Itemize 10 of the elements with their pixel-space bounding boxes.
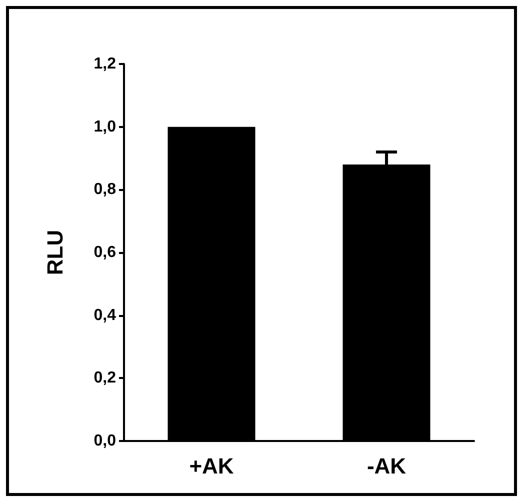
y-tick-label: 0,4 xyxy=(94,306,116,324)
y-tick-label: 0,6 xyxy=(94,244,116,261)
y-tick-label: 0,8 xyxy=(94,181,116,198)
y-tick-label: 1,0 xyxy=(94,118,116,136)
y-tick-label: 0,2 xyxy=(94,370,116,387)
x-tick-label: +AK xyxy=(189,454,234,478)
y-tick-label: 0,0 xyxy=(94,432,116,450)
y-axis-title: RLU xyxy=(42,230,68,276)
y-tick-label: 1,2 xyxy=(94,56,116,72)
x-tick-label: -AK xyxy=(366,454,406,478)
